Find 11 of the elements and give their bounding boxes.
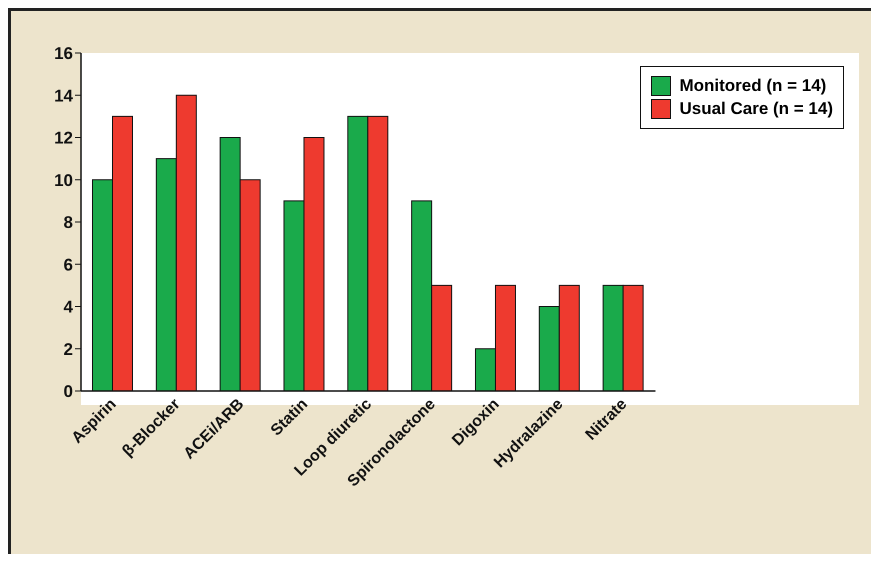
legend-label: Monitored (n = 14) [678,76,828,96]
y-tick-label: 2 [64,340,73,359]
y-tick-label: 10 [54,170,73,190]
y-tick-label: 8 [64,213,73,232]
legend-label: Usual Care (n = 14) [678,99,833,119]
y-tick-label: 6 [64,255,73,274]
y-tick-label: 16 [54,44,73,64]
y-tick-label: 4 [64,298,74,317]
y-tick-label: 12 [54,128,73,148]
y-tick-label: 0 [64,382,73,402]
y-tick-label: 14 [54,86,74,106]
